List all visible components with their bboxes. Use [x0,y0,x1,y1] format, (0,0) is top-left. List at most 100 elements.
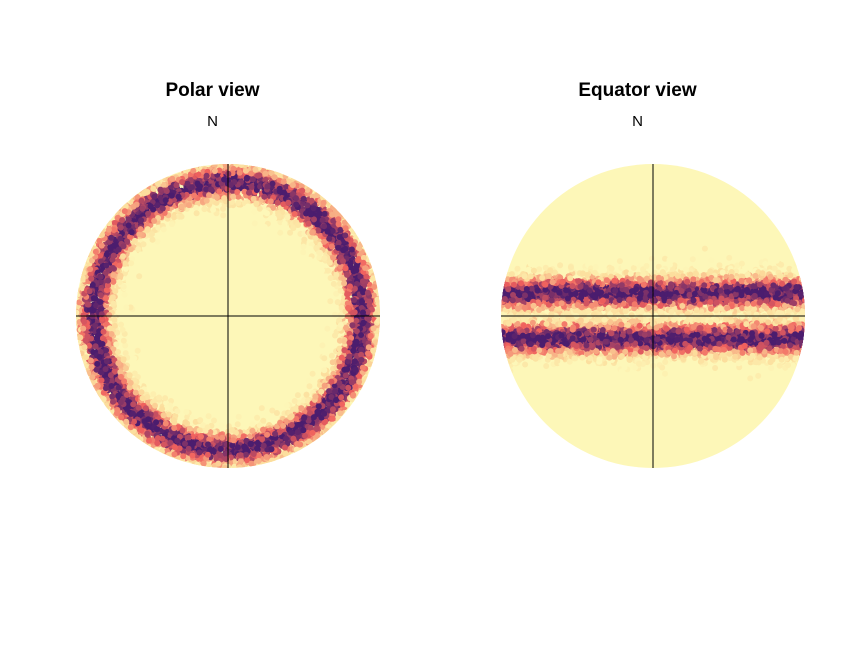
data-point [338,354,345,361]
data-point [362,265,369,271]
polar-view-title: Polar view [165,80,260,101]
data-point [206,192,212,199]
data-point [242,167,249,174]
data-point [210,206,217,213]
data-point [353,233,360,240]
data-point [289,182,296,189]
data-point [160,412,167,419]
data-point [319,342,326,349]
data-point [236,169,243,176]
data-point [213,194,220,201]
data-point [261,193,268,200]
data-point [205,441,211,448]
data-point [304,202,311,209]
data-point [198,433,204,440]
data-point [185,445,192,452]
data-point [268,446,275,453]
data-point [204,451,211,458]
data-point [144,249,151,256]
data-point [348,379,355,386]
data-point [221,464,228,468]
data-point [168,192,175,199]
data-point [273,410,280,416]
data-point [307,211,314,218]
data-point [337,410,344,417]
data-point [127,339,134,346]
data-point [223,441,230,448]
data-point [321,355,328,362]
data-point [136,231,143,238]
data-point [294,392,301,399]
data-point [374,296,380,303]
data-point [338,394,345,401]
data-point [356,378,363,385]
data-point [213,199,220,206]
data-point [195,441,202,447]
data-point [132,389,139,396]
data-point [271,174,278,181]
data-point [159,205,166,212]
data-point [348,246,355,253]
data-point [149,236,156,243]
data-point [138,197,145,204]
data-point [132,334,139,341]
data-point [181,222,188,229]
data-point [205,413,212,420]
data-point [260,426,266,433]
data-point [211,417,217,424]
data-point [261,224,268,230]
data-point [249,176,256,183]
data-point [191,216,197,223]
data-point [341,219,348,226]
data-point [324,325,331,332]
data-point [189,452,196,459]
data-point [76,309,80,316]
data-point [307,424,314,431]
data-point [139,265,146,271]
data-point [148,231,155,238]
data-point [359,364,366,371]
data-point [129,270,136,277]
data-point [120,356,127,363]
data-point [152,402,158,409]
data-point [300,243,307,250]
data-point [318,388,325,395]
data-point [328,378,335,385]
data-point [336,211,343,218]
data-point [171,214,178,221]
data-point [312,235,319,242]
data-point [183,408,190,415]
data-point [134,347,141,354]
data-point [86,288,93,295]
data-point [174,408,181,415]
data-point [104,287,110,294]
data-point [321,255,328,262]
data-point [196,449,203,456]
data-point [167,439,174,446]
data-point [333,271,340,278]
data-point [342,232,349,239]
data-point [293,446,300,453]
data-point [127,424,134,431]
data-point [165,452,172,459]
data-point [300,427,307,434]
data-point [150,185,157,192]
data-point [306,383,313,390]
data-point [351,297,358,303]
data-point [138,427,145,434]
data-point [366,298,373,305]
data-point [123,265,129,272]
data-point [326,259,333,266]
data-point [258,405,265,412]
data-point [217,452,224,459]
data-point [193,204,200,211]
data-point [291,398,298,404]
data-point [274,199,281,206]
data-point [169,221,175,228]
data-point [325,267,331,274]
data-point [271,215,278,222]
data-point [201,206,208,212]
data-point [103,358,110,365]
data-point [281,444,288,451]
data-point [115,392,122,399]
